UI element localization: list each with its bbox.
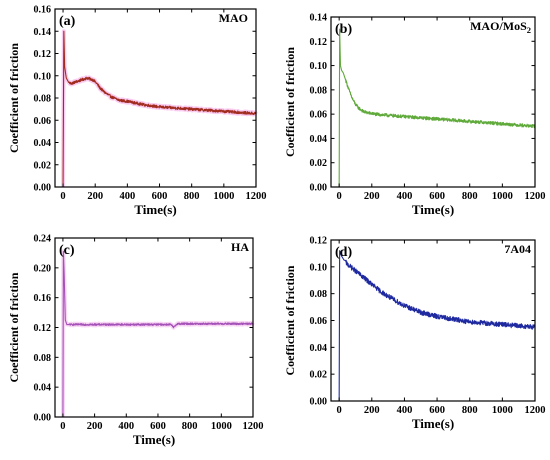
x-tick-label: 1000 [492, 191, 513, 202]
y-tick-label: 0.04 [310, 134, 328, 145]
x-tick-label: 0 [60, 421, 65, 432]
x-tick-label: 800 [462, 405, 478, 416]
x-tick-label: 1000 [213, 191, 234, 202]
x-tick-label: 600 [429, 405, 445, 416]
x-tick-label: 1200 [525, 405, 546, 416]
y-tick-label: 0.24 [34, 234, 52, 245]
x-tick-label: 800 [182, 421, 198, 432]
x-tick-label: 0 [337, 191, 342, 202]
x-tick-label: 1000 [492, 405, 513, 416]
plot-frame [330, 16, 536, 188]
y-tick-label: 0.10 [310, 61, 328, 72]
x-tick-label: 200 [87, 421, 103, 432]
x-tick-label: 1000 [211, 421, 232, 432]
y-tick-label: 0.00 [34, 413, 52, 424]
panel-label: (a) [59, 14, 76, 29]
plot-frame [54, 237, 254, 418]
y-tick-label: 0.04 [310, 343, 328, 354]
x-tick-label: 1200 [525, 191, 546, 202]
series-glow [61, 29, 258, 188]
y-tick-label: 0.08 [34, 353, 52, 364]
y-tick-label: 0.04 [34, 383, 52, 394]
x-tick-label: 200 [364, 191, 380, 202]
panel-title: MAO [219, 11, 248, 25]
y-tick-label: 0.16 [34, 5, 52, 16]
series-line [62, 250, 254, 418]
y-tick-label: 0.04 [34, 138, 52, 149]
y-tick-label: 0.06 [310, 110, 328, 121]
chart-panel: 0 200 400 600 800 1000 1200 0.00 0.02 0.04 0.06 0.0… [283, 13, 546, 218]
y-axis-label: Coefficient of friction [283, 47, 297, 157]
x-axis-label: Time(s) [134, 202, 176, 217]
y-tick-label: 0.12 [310, 37, 328, 48]
plot-frame [330, 239, 536, 402]
y-tick-label: 0.08 [310, 85, 328, 96]
x-tick-label: 400 [397, 405, 413, 416]
chart-panel: 0 200 400 600 800 1000 1200 0.00 0.02 0.04 0.06 0.0… [7, 5, 267, 218]
x-tick-label: 600 [429, 191, 445, 202]
y-tick-label: 0.00 [310, 183, 328, 194]
panel-title: MAO/MoS2 [470, 19, 531, 35]
x-axis-label: Time(s) [412, 202, 454, 217]
y-tick-label: 0.12 [34, 323, 52, 334]
chart-panel: 0 200 400 600 800 1000 1200 0.00 0.04 0.08 0.12 0.1… [7, 234, 264, 448]
y-tick-label: 0.02 [310, 370, 328, 381]
x-tick-label: 0 [60, 191, 65, 202]
x-tick-label: 800 [462, 191, 478, 202]
y-axis-label: Coefficient of friction [7, 272, 21, 382]
x-tick-label: 400 [397, 191, 413, 202]
y-tick-label: 0.12 [34, 49, 52, 60]
x-axis-label: Time(s) [133, 432, 175, 447]
y-tick-label: 0.00 [310, 397, 328, 408]
panel-label: (c) [59, 243, 75, 258]
x-tick-label: 600 [152, 191, 168, 202]
y-tick-label: 0.00 [34, 183, 52, 194]
x-tick-label: 400 [118, 421, 134, 432]
y-tick-label: 0.06 [34, 116, 52, 127]
x-tick-label: 0 [337, 405, 342, 416]
x-tick-label: 1200 [243, 421, 264, 432]
x-tick-label: 600 [150, 421, 166, 432]
panel-title: 7A04 [504, 242, 531, 256]
panel-label: (d) [335, 245, 352, 260]
x-tick-label: 200 [364, 405, 380, 416]
y-tick-label: 0.08 [34, 94, 52, 105]
y-tick-label: 0.06 [310, 316, 328, 327]
y-axis-label: Coefficient of friction [7, 43, 21, 153]
series-glow [60, 249, 255, 418]
x-tick-label: 400 [119, 191, 135, 202]
series-line [62, 30, 257, 188]
x-tick-label: 800 [184, 191, 200, 202]
panel-title: HA [231, 240, 249, 254]
y-tick-label: 0.08 [310, 289, 328, 300]
x-tick-label: 200 [87, 191, 103, 202]
y-tick-label: 0.12 [310, 236, 328, 247]
series-line [338, 250, 536, 402]
series-line [338, 28, 536, 188]
y-tick-label: 0.14 [310, 13, 328, 24]
chart-panel: 0 200 400 600 800 1000 1200 0.00 0.02 0.04 0.06 0.0… [283, 236, 546, 432]
y-axis-label: Coefficient of friction [283, 265, 297, 375]
x-tick-label: 1200 [246, 191, 267, 202]
y-tick-label: 0.20 [34, 263, 52, 274]
y-tick-label: 0.14 [34, 27, 52, 38]
plot-frame [54, 8, 257, 188]
x-axis-label: Time(s) [412, 416, 454, 431]
y-tick-label: 0.02 [34, 160, 52, 171]
y-tick-label: 0.02 [310, 158, 328, 169]
y-tick-label: 0.10 [310, 262, 328, 273]
y-tick-label: 0.10 [34, 71, 52, 82]
panel-label: (b) [335, 22, 352, 37]
y-tick-label: 0.16 [34, 293, 52, 304]
